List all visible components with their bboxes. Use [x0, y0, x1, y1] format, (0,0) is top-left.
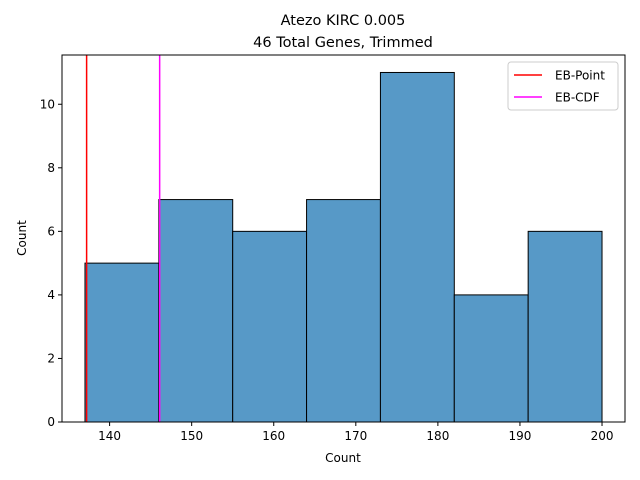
plot-frame	[61, 54, 626, 423]
legend-label-eb-point: EB-Point	[555, 69, 605, 83]
histogram-bar	[379, 71, 455, 423]
y-tick-label: 6	[47, 224, 55, 238]
x-tick-label: 200	[591, 429, 614, 443]
legend-box	[507, 61, 619, 111]
y-axis-label: Count	[15, 220, 29, 256]
legend-label-eb-cdf: EB-CDF	[555, 91, 600, 105]
x-tick-label: 170	[344, 429, 367, 443]
histogram-bar	[232, 230, 308, 423]
histogram-bar	[158, 199, 234, 423]
histogram-bar	[84, 262, 160, 423]
x-tick-label: 190	[508, 429, 531, 443]
histogram-bar	[306, 199, 381, 423]
x-tick-label: 160	[262, 429, 285, 443]
x-axis-ticks: 140 150 160 170 180 190 200	[98, 422, 613, 443]
x-tick-label: 140	[98, 429, 121, 443]
vlines-group	[85, 55, 161, 422]
y-tick-label: 10	[40, 97, 55, 111]
y-tick-label: 0	[47, 415, 55, 429]
y-tick-label: 8	[47, 161, 55, 175]
x-axis-label: Count	[325, 451, 361, 465]
histogram-bar	[453, 294, 529, 423]
chart-title: Atezo KIRC 0.005	[281, 13, 406, 29]
chart-subtitle: 46 Total Genes, Trimmed	[253, 35, 433, 51]
y-tick-label: 2	[47, 351, 55, 365]
y-tick-label: 4	[47, 288, 55, 302]
histogram-bar	[527, 230, 603, 423]
x-tick-label: 150	[180, 429, 203, 443]
x-tick-label: 180	[426, 429, 449, 443]
bars-group	[84, 71, 603, 423]
legend: EB-Point EB-CDF	[507, 61, 619, 111]
y-axis-ticks: 0 2 4 6 8 10	[40, 97, 62, 429]
